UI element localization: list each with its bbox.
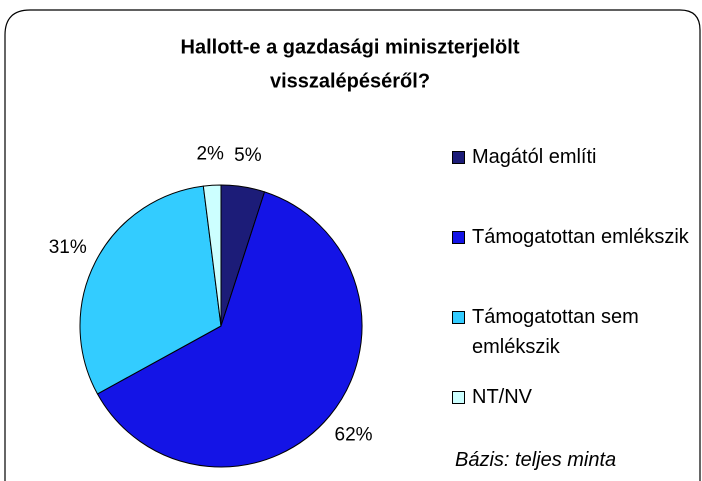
legend-item: Támogatottan sem emlékszik — [450, 302, 702, 362]
legend-swatch — [452, 231, 465, 244]
pie-slice — [96, 191, 363, 468]
legend-label: Magától említi — [472, 146, 597, 168]
data-label: 62% — [335, 425, 373, 446]
chart-title: Hallott-e a gazdasági miniszterjelölt — [181, 36, 520, 58]
chart-title: visszalépéséről? — [270, 70, 430, 92]
data-label: 2% — [196, 143, 224, 164]
footnote: Bázis: teljes minta — [455, 449, 617, 471]
frame — [4, 9, 701, 481]
legend-item: NT/NV — [450, 382, 702, 412]
legend-label: Támogatottan emlékszik — [472, 226, 689, 248]
legend-item: Magától említi — [450, 142, 702, 172]
legend-swatch — [452, 151, 465, 164]
pie-slice — [202, 184, 222, 327]
legend-item: Támogatottan emlékszik — [450, 222, 702, 252]
legend-label: NT/NV — [472, 386, 532, 408]
data-label: 31% — [49, 237, 87, 258]
legend-swatch — [452, 391, 465, 404]
data-label: 5% — [234, 145, 262, 166]
legend-swatch — [452, 311, 465, 324]
legend-label: Támogatottan sem emlékszik — [472, 306, 639, 358]
pie-slice — [79, 185, 222, 395]
